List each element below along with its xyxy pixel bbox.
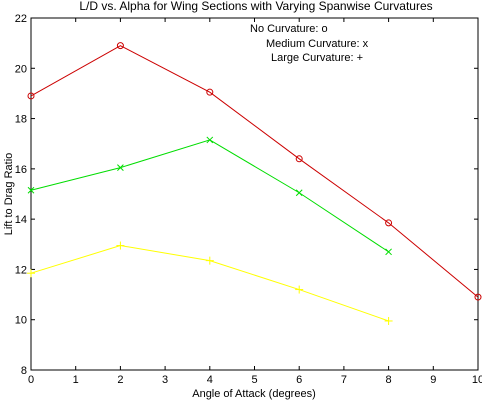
y-axis-label: Lift to Drag Ratio bbox=[3, 153, 15, 236]
legend-entry-large-curvature: Large Curvature: + bbox=[271, 52, 363, 64]
data-point-circle bbox=[27, 92, 35, 100]
y-tick-label: 22 bbox=[15, 13, 27, 25]
legend-entry-no-curvature: No Curvature: o bbox=[250, 23, 328, 35]
data-point-circle bbox=[474, 293, 482, 301]
x-tick-label: 3 bbox=[162, 374, 168, 386]
y-tick-label: 10 bbox=[15, 315, 27, 327]
x-tick-label: 0 bbox=[28, 374, 34, 386]
x-tick-label: 6 bbox=[296, 374, 302, 386]
series-group bbox=[27, 42, 482, 325]
data-point-plus bbox=[384, 316, 393, 325]
x-tick-label: 9 bbox=[430, 374, 436, 386]
y-axis-ticks: 8 10 12 14 16 18 20 22 bbox=[15, 13, 478, 377]
series-line-0 bbox=[30, 45, 479, 298]
x-tick-label: 8 bbox=[386, 374, 392, 386]
data-point-circle bbox=[385, 219, 393, 227]
data-point-circle bbox=[206, 88, 214, 96]
x-tick-label: 7 bbox=[341, 374, 347, 386]
x-axis-ticks: 0 1 2 3 4 5 6 7 8 9 10 bbox=[28, 18, 482, 386]
data-point-plus bbox=[205, 256, 214, 265]
x-tick-label: 4 bbox=[207, 374, 213, 386]
y-tick-label: 12 bbox=[15, 264, 27, 276]
x-tick-label: 5 bbox=[251, 374, 257, 386]
data-point-circle bbox=[295, 155, 303, 163]
y-tick-label: 20 bbox=[15, 63, 27, 75]
x-tick-label: 2 bbox=[117, 374, 123, 386]
legend: No Curvature: o Medium Curvature: x Larg… bbox=[250, 23, 369, 64]
legend-entry-medium-curvature: Medium Curvature: x bbox=[266, 38, 369, 50]
data-point-plus bbox=[295, 285, 304, 294]
x-axis-label: Angle of Attack (degrees) bbox=[192, 388, 316, 400]
y-tick-label: 16 bbox=[15, 164, 27, 176]
chart-title: L/D vs. Alpha for Wing Sections with Var… bbox=[79, 0, 432, 13]
x-tick-label: 1 bbox=[73, 374, 79, 386]
y-tick-label: 14 bbox=[15, 214, 27, 226]
data-point-x bbox=[27, 186, 35, 194]
y-tick-label: 18 bbox=[15, 114, 27, 126]
data-point-x bbox=[206, 136, 214, 144]
data-point-plus bbox=[27, 269, 35, 278]
x-tick-label: 10 bbox=[472, 374, 482, 386]
data-point-x bbox=[385, 248, 392, 256]
data-point-x bbox=[117, 164, 124, 171]
data-point-plus bbox=[116, 241, 125, 250]
data-point-circle bbox=[116, 42, 124, 50]
data-point-x bbox=[295, 189, 303, 197]
y-tick-label: 8 bbox=[21, 365, 27, 377]
